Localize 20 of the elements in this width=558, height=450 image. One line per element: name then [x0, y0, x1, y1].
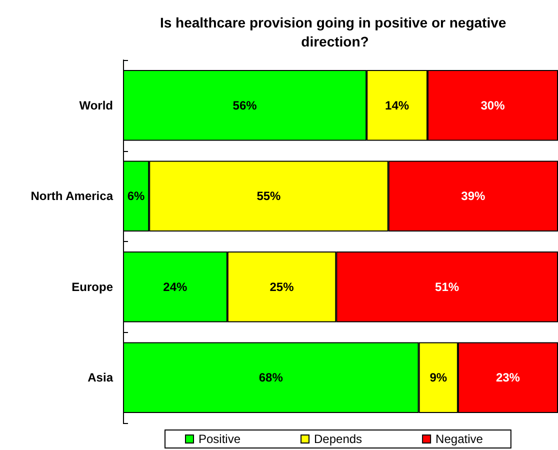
data-label: 25% — [270, 280, 294, 294]
chart-title: Is healthcare provision going in positive or negative direction? — [160, 14, 510, 50]
data-label: 68% — [258, 370, 284, 385]
y-tick-label: World — [79, 98, 113, 112]
data-label: 9% — [430, 370, 448, 385]
data-label: 23% — [496, 370, 520, 385]
data-label: 30% — [480, 98, 506, 112]
y-tick-label: Europe — [72, 280, 114, 294]
data-label: 56% — [232, 98, 258, 112]
data-label: 39% — [461, 189, 486, 204]
data-label: 55% — [256, 189, 282, 204]
y-tick-label: Asia — [88, 370, 114, 385]
data-label: 14% — [385, 98, 410, 112]
legend-label: Positive — [198, 432, 241, 446]
data-label: 24% — [163, 280, 188, 294]
legend-label: Depends — [314, 432, 362, 446]
data-label: 51% — [435, 280, 460, 294]
y-tick-label: North America — [30, 189, 114, 204]
legend-label: Negative — [436, 432, 484, 446]
data-label: 6% — [127, 189, 146, 204]
